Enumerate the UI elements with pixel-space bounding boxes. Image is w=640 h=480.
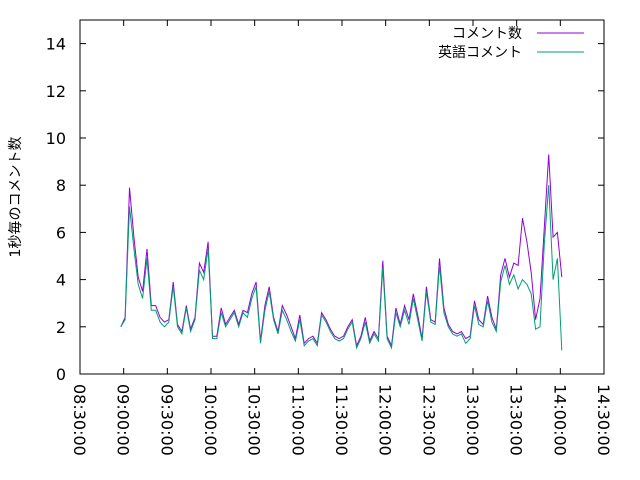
x-tick-label: 14:00:00 [550, 384, 569, 456]
x-tick-label: 11:30:00 [332, 384, 351, 456]
x-tick-label: 10:30:00 [245, 384, 264, 456]
x-tick-label: 12:00:00 [376, 384, 395, 456]
legend-label-2: 英語コメント [438, 44, 522, 61]
plot-frame [79, 19, 605, 375]
y-tick-label: 8 [56, 176, 66, 195]
y-tick-label: 10 [46, 129, 66, 148]
x-tick-label: 08:30:00 [70, 384, 89, 456]
x-tick-label: 10:00:00 [201, 384, 220, 456]
x-tick-label: 13:00:00 [463, 384, 482, 456]
x-tick-label: 14:30:00 [594, 384, 613, 456]
y-tick-label: 12 [46, 82, 66, 101]
y-tick-label: 2 [56, 318, 66, 337]
x-tick-label: 13:30:00 [507, 384, 526, 456]
y-tick-label: 6 [56, 223, 66, 242]
x-tick-label: 09:30:00 [157, 384, 176, 456]
y-tick-label: 0 [56, 365, 66, 384]
y-tick-label: 4 [56, 271, 66, 290]
x-tick-label: 12:30:00 [419, 384, 438, 456]
x-tick-label: 11:00:00 [288, 384, 307, 456]
y-tick-label: 14 [46, 35, 66, 54]
x-tick-label: 09:00:00 [114, 384, 133, 456]
y-axis-label: 1秒毎のコメント数 [8, 137, 24, 258]
series-line-1 [120, 154, 563, 348]
legend-label-1: コメント数 [452, 26, 522, 42]
series-line-2 [120, 185, 563, 351]
